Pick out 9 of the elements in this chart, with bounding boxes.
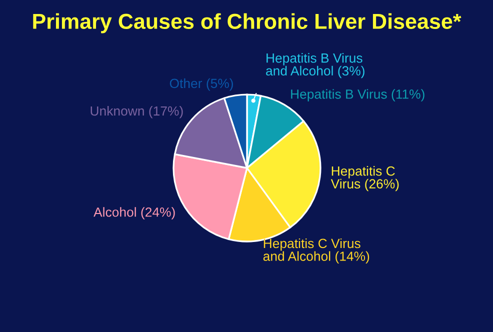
slice-label: Unknown (17%)	[90, 106, 183, 118]
slice-label: Alcohol (24%)	[94, 207, 175, 220]
slice-label: Other (5%)	[170, 78, 233, 91]
category-label: Hepatitis B Virus (11%)	[291, 89, 424, 102]
slice-label: Hepatitis C Virus	[264, 238, 360, 251]
category-label: and Alcohol (14%)	[263, 251, 370, 264]
category-label: Hepatitis C Virus (26%)	[330, 166, 399, 192]
slice-label: Hepatitis B Virus and Alcohol (3%)	[266, 53, 364, 78]
chart-title: Primary Causes of Chronic Liver Disease*	[33, 13, 462, 34]
